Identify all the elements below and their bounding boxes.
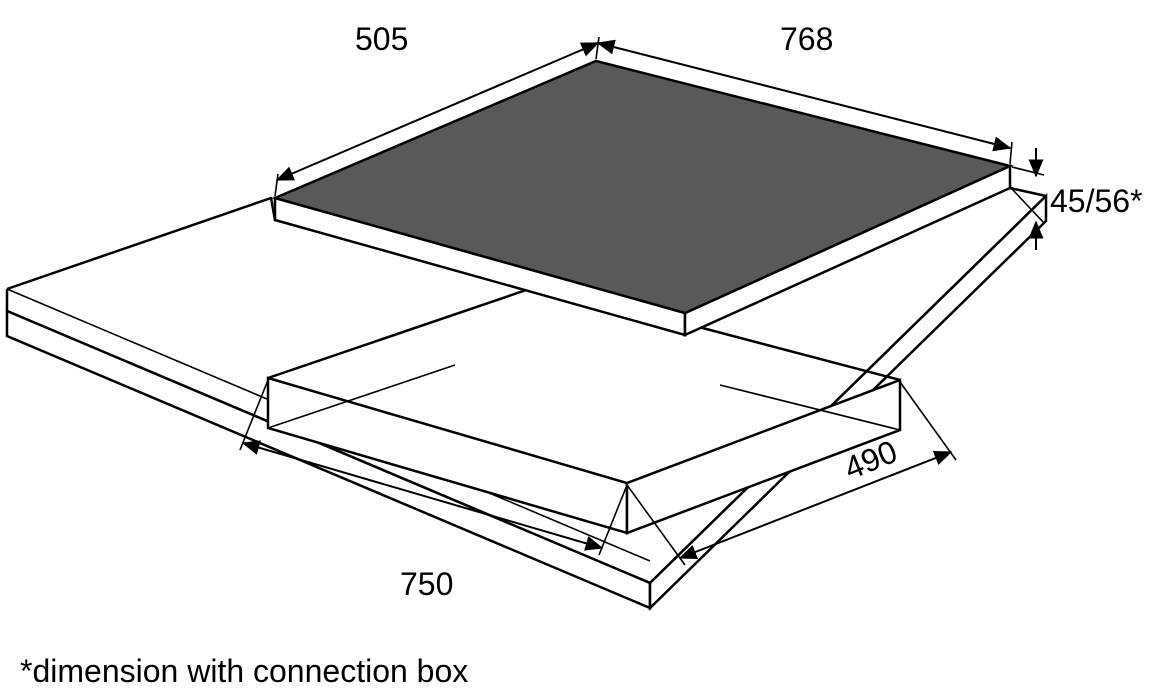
dimension-diagram: 505 768 45/56* 750 490 *dimension with c…: [0, 0, 1157, 693]
label-505: 505: [355, 21, 408, 57]
label-750: 750: [400, 566, 453, 602]
footnote: *dimension with connection box: [20, 653, 468, 689]
label-768: 768: [780, 21, 833, 57]
label-height: 45/56*: [1050, 183, 1143, 219]
